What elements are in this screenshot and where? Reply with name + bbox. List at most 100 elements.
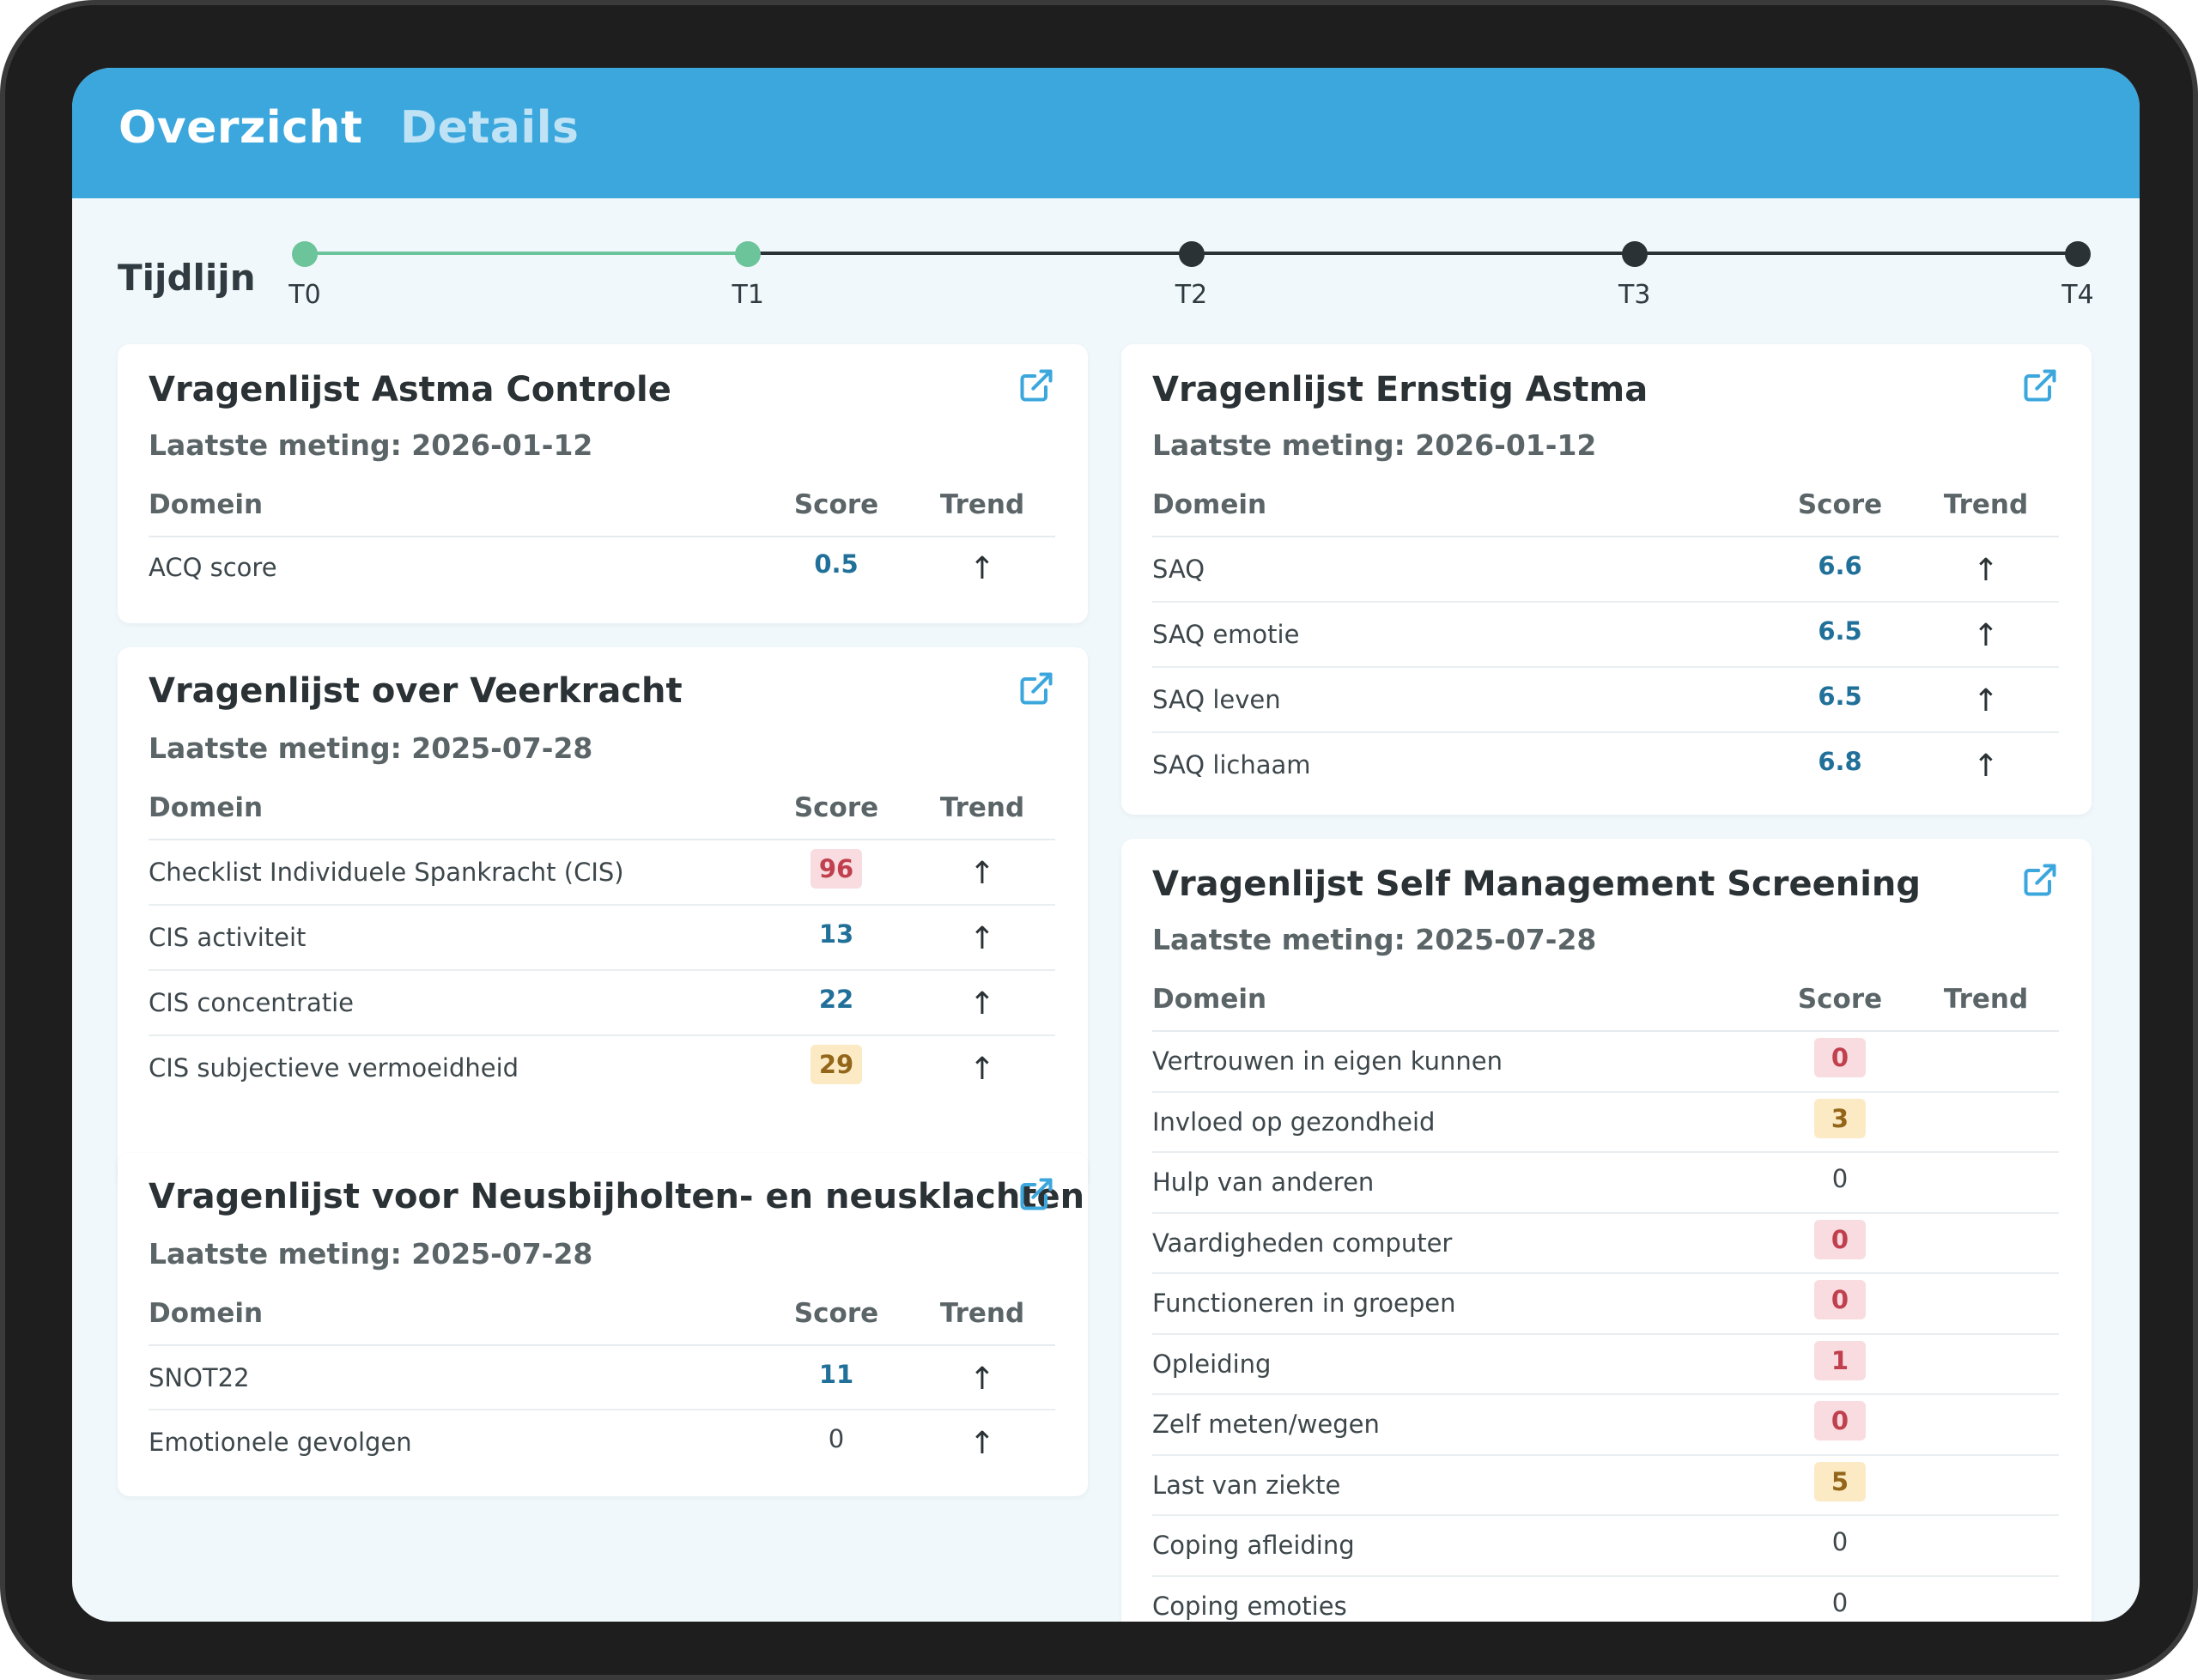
column-header-domein: Domein — [1152, 984, 1267, 1015]
last-measurement-date: Laatste meting: 2026-01-12 — [149, 428, 593, 462]
score-cell: 96 — [768, 849, 905, 889]
card-self-management: Vragenlijst Self Management Screening Laa… — [1121, 839, 2092, 1622]
external-link-icon[interactable] — [2021, 861, 2059, 899]
score-cell: 0 — [1771, 1159, 1909, 1198]
table-row[interactable]: CIS subjectieve vermoeidheid 29 ↑ — [149, 1036, 1055, 1101]
table-row[interactable]: SAQ lichaam 6.8 ↑ — [1152, 733, 2059, 798]
table-row[interactable]: Coping afleiding 0 — [1152, 1516, 2059, 1577]
external-link-icon[interactable] — [2021, 367, 2059, 404]
column-header-trend: Trend — [1943, 489, 2029, 520]
table-row[interactable]: ACQ score 0.5 ↑ — [149, 537, 1055, 599]
score-table: Domein Score Trend SAQ 6.6 ↑ SAQ emotie 6.5 ↑ SAQ… — [1152, 477, 2059, 798]
timeline-point-t0[interactable] — [292, 241, 318, 267]
timeline-point-t3[interactable] — [1621, 241, 1648, 267]
column-header-score: Score — [1797, 489, 1883, 520]
score-cell: 13 — [768, 914, 905, 954]
card-title: Vragenlijst over Veerkracht — [149, 671, 683, 711]
external-link-icon[interactable] — [1017, 367, 1055, 404]
table-row[interactable]: Last van ziekte 5 — [1152, 1456, 2059, 1516]
table-row[interactable]: Invloed op gezondheid 3 — [1152, 1093, 2059, 1153]
score-value: 6.6 — [1818, 551, 1862, 580]
table-row[interactable]: SAQ emotie 6.5 ↑ — [1152, 603, 2059, 668]
score-value: 3 — [1814, 1098, 1866, 1138]
score-cell: 6.5 — [1771, 676, 1909, 716]
tab-overzicht[interactable]: Overzicht — [118, 102, 363, 154]
score-value: 6.5 — [1818, 616, 1862, 646]
table-row[interactable]: SNOT22 11 ↑ — [149, 1346, 1055, 1410]
external-link-icon[interactable] — [1017, 670, 1055, 707]
last-measurement-date: Laatste meting: 2025-07-28 — [149, 731, 593, 765]
domain-cell: SAQ — [1152, 555, 1205, 584]
domain-cell: Last van ziekte — [1152, 1470, 1341, 1500]
domain-cell: Vertrouwen in eigen kunnen — [1152, 1046, 1503, 1077]
table-row[interactable]: Checklist Individuele Spankracht (CIS) 96… — [149, 840, 1055, 906]
table-row[interactable]: Emotionele gevolgen 0 ↑ — [149, 1410, 1055, 1475]
timeline-tick-label: T1 — [732, 280, 764, 310]
table-row[interactable]: Coping emoties 0 — [1152, 1577, 2059, 1622]
score-cell: 29 — [768, 1045, 905, 1084]
tab-details[interactable]: Details — [400, 102, 580, 154]
card-ernstig-astma: Vragenlijst Ernstig Astma Laatste meting:… — [1121, 344, 2092, 815]
domain-cell: Hulp van anderen — [1152, 1168, 1375, 1198]
table-row[interactable]: SAQ leven 6.5 ↑ — [1152, 668, 2059, 733]
timeline-tick-label: T3 — [1618, 280, 1651, 310]
domain-cell: Coping emoties — [1152, 1591, 1347, 1621]
domain-cell: SAQ leven — [1152, 685, 1281, 714]
domain-cell: SAQ lichaam — [1152, 750, 1311, 779]
trend-up-arrow-icon: ↑ — [968, 986, 996, 1022]
score-value: 0 — [1814, 1219, 1866, 1259]
score-value: 0 — [1831, 1587, 1849, 1617]
score-cell: 3 — [1771, 1098, 1909, 1138]
table-row[interactable]: Zelf meten/wegen 0 — [1152, 1395, 2059, 1456]
score-value: 0.5 — [814, 549, 859, 579]
domain-cell: Coping afleiding — [1152, 1531, 1355, 1561]
domain-cell: SNOT22 — [149, 1362, 250, 1392]
score-cell: 0 — [1771, 1038, 1909, 1078]
column-header-domein: Domein — [1152, 489, 1267, 520]
score-cell: 0 — [1771, 1401, 1909, 1441]
domain-cell: CIS subjectieve vermoeidheid — [149, 1053, 519, 1083]
domain-cell: Emotionele gevolgen — [149, 1427, 412, 1457]
table-row[interactable]: CIS concentratie 22 ↑ — [149, 971, 1055, 1036]
top-tab-bar: Overzicht Details — [72, 68, 2140, 198]
table-row[interactable]: SAQ 6.6 ↑ — [1152, 537, 2059, 603]
trend-up-arrow-icon: ↑ — [968, 1052, 996, 1087]
column-header-domein: Domein — [149, 489, 264, 520]
table-row[interactable]: Hulp van anderen 0 — [1152, 1153, 2059, 1214]
timeline-tick-label: T4 — [2061, 280, 2094, 310]
timeline-point-t4[interactable] — [2065, 241, 2091, 267]
column-header-domein: Domein — [149, 1298, 264, 1329]
domain-cell: Zelf meten/wegen — [1152, 1410, 1380, 1440]
table-row[interactable]: Vaardigheden computer 0 — [1152, 1214, 2059, 1274]
column-header-trend: Trend — [939, 489, 1025, 520]
last-measurement-date: Laatste meting: 2026-01-12 — [1152, 428, 1597, 462]
score-cell: 6.8 — [1771, 742, 1909, 781]
column-header-trend: Trend — [1943, 984, 2029, 1015]
table-header: Domein Score Trend — [149, 780, 1055, 840]
table-row[interactable]: Vertrouwen in eigen kunnen 0 — [1152, 1032, 2059, 1093]
score-cell: 0 — [1771, 1522, 1909, 1562]
last-measurement-date: Laatste meting: 2025-07-28 — [1152, 923, 1597, 956]
table-row[interactable]: Opleiding 1 — [1152, 1335, 2059, 1395]
timeline-point-t2[interactable] — [1178, 241, 1205, 267]
timeline-label: Tijdlijn — [118, 257, 256, 299]
score-value: 0 — [1814, 1401, 1866, 1441]
score-value: 5 — [1814, 1461, 1866, 1501]
trend-up-arrow-icon: ↑ — [1972, 553, 2000, 588]
timeline-tick-label: T2 — [1175, 280, 1208, 310]
timeline-point-t1[interactable] — [735, 241, 762, 267]
table-header: Domein Score Trend — [149, 1286, 1055, 1346]
table-row[interactable]: Functioneren in groepen 0 — [1152, 1274, 2059, 1335]
column-header-score: Score — [793, 489, 879, 520]
table-row[interactable]: CIS activiteit 13 ↑ — [149, 906, 1055, 971]
trend-up-arrow-icon: ↑ — [1972, 618, 2000, 653]
domain-cell: Opleiding — [1152, 1349, 1272, 1379]
last-measurement-date: Laatste meting: 2025-07-28 — [149, 1237, 593, 1271]
score-cell: 0 — [1771, 1583, 1909, 1622]
external-link-icon[interactable] — [1017, 1175, 1055, 1213]
domain-cell: Invloed op gezondheid — [1152, 1107, 1436, 1137]
score-value: 13 — [818, 919, 854, 949]
table-header: Domein Score Trend — [149, 477, 1055, 537]
score-value: 0 — [828, 1423, 845, 1453]
